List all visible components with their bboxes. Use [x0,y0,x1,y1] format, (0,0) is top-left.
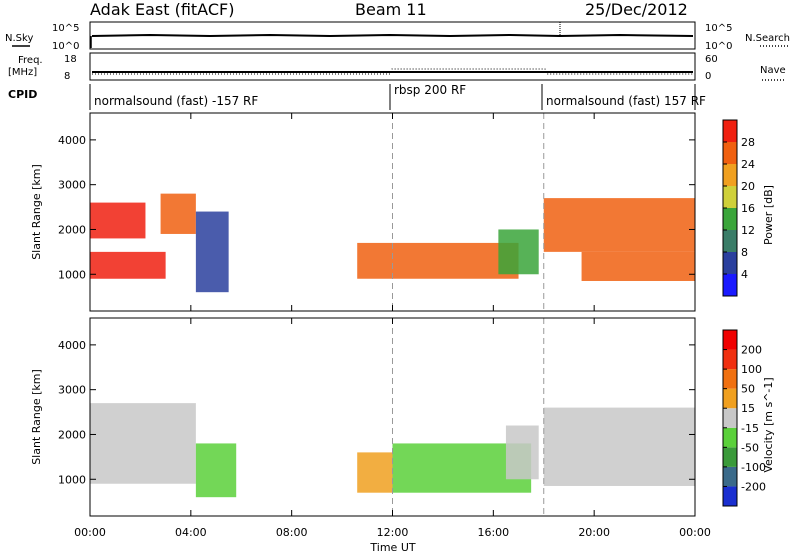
power-echo-region-5 [498,229,539,275]
power-colorbar-label-2: 12 [741,224,755,237]
velocity-echo-region-5 [543,407,695,486]
velocity-colorbar-label: Velocity [m s^-1] [762,377,775,472]
nsearch-tick-top: 10^5 [705,23,732,34]
freq-unit-label: [MHz] [8,67,37,78]
power-y-axis-label: Slant Range [km] [30,164,43,260]
cpid-segment-rbsp: rbsp 200 RF [394,83,466,97]
velocity-colorbar-frame [722,329,738,507]
power-colorbar-label-4: 20 [741,180,755,193]
velocity-colorbar-label-0: 200 [741,344,762,357]
x-tick-label-6: 00:00 [679,526,711,539]
station-title: Adak East (fitACF) [90,0,234,19]
power-colorbar-label-0: 4 [741,268,748,281]
nsky-trace [91,33,694,38]
x-tick-label-3: 12:00 [377,526,409,539]
x-tick-label-2: 08:00 [276,526,308,539]
power-echo-region-2 [160,193,196,234]
nave-label: Nave [760,65,786,76]
velocity-colorbar-label-6: -100 [741,461,766,474]
velocity-y-tick-label-1: 2000 [58,428,86,441]
velocity-panel: 1000 2000 3000 4000 Slant Range [km] [30,317,696,517]
date-title: 25/Dec/2012 [585,0,688,19]
power-colorbar-label: Power [dB] [762,185,775,245]
velocity-colorbar-label-5: -50 [741,441,759,454]
power-colorbar-segment-0 [723,274,737,296]
power-y-tick-label-1: 2000 [58,223,86,236]
power-panel: 1000 2000 3000 4000 Slant Range [km] [30,112,696,312]
x-tick-label-4: 16:00 [477,526,509,539]
velocity-echo-region-2 [357,452,393,493]
freq-label: Freq. [18,55,43,66]
velocity-y-tick-label-0: 1000 [58,473,86,486]
cpid-label: CPID [8,88,37,101]
freq-tick-top: 18 [64,54,77,65]
nsky-tick-bottom: 10^0 [52,41,79,52]
nsearch-label: N.Search [745,33,790,44]
power-echo-region-4 [357,242,519,279]
power-colorbar-segment-4 [723,186,737,208]
power-y-tick-label-0: 1000 [58,268,86,281]
power-echo-region-0 [90,202,146,239]
velocity-colorbar-segment-5 [723,388,737,409]
nsearch-tick-bottom: 10^0 [705,41,732,52]
x-tick-label-0: 00:00 [74,526,106,539]
nave-tick-bottom: 0 [705,71,711,82]
velocity-echo-region-1 [195,443,237,498]
velocity-colorbar-label-3: 15 [741,402,755,415]
power-colorbar-segment-5 [723,164,737,186]
velocity-colorbar-label-1: 100 [741,363,762,376]
velocity-y-axis-label: Slant Range [km] [30,369,43,465]
velocity-colorbar-segment-3 [723,427,737,448]
x-axis-label: Time UT [369,541,415,554]
velocity-colorbar-label-4: -15 [741,422,759,435]
velocity-echo-region-4 [505,425,539,480]
power-colorbar-label-5: 24 [741,158,755,171]
power-echo-region-1 [90,251,166,279]
cpid-segment-early: normalsound (fast) -157 RF [94,94,258,108]
power-echo-region-7 [581,251,695,281]
beam-title: Beam 11 [355,0,427,19]
power-echo-region-3 [195,211,229,293]
x-tick-label-1: 04:00 [175,526,207,539]
nave-trace [92,68,693,75]
power-echo-region-6 [543,198,695,252]
velocity-colorbar-segment-0 [723,486,737,506]
power-y-tick-label-3: 4000 [58,134,86,147]
power-colorbar-segment-1 [723,252,737,274]
velocity-colorbar-label-7: -200 [741,480,766,493]
nsky-label: N.Sky [5,33,33,44]
power-colorbar-label-6: 28 [741,136,755,149]
velocity-echo-region-0 [90,403,196,484]
power-colorbar-segment-3 [723,208,737,230]
nsky-tick-top: 10^5 [52,23,79,34]
nave-tick-top: 60 [705,54,718,65]
nsky-panel-frame [89,21,696,50]
velocity-colorbar-segment-6 [723,369,737,389]
power-colorbar-segment-7 [723,120,737,142]
freq-panel-frame [89,52,696,81]
velocity-colorbar-segment-7 [723,349,737,370]
velocity-colorbar-segment-2 [723,447,737,467]
power-colorbar-label-3: 16 [741,202,755,215]
velocity-y-tick-label-3: 4000 [58,339,86,352]
velocity-y-tick-label-2: 3000 [58,384,86,397]
velocity-colorbar-segment-1 [723,466,737,487]
power-colorbar-segment-6 [723,142,737,164]
power-colorbar-segment-2 [723,230,737,252]
power-colorbar-label-1: 8 [741,246,748,259]
velocity-colorbar-label-2: 50 [741,383,755,396]
cpid-segment-late: normalsound (fast) 157 RF [546,94,706,108]
velocity-colorbar-segment-8 [723,330,737,350]
x-tick-label-5: 20:00 [578,526,610,539]
velocity-colorbar-segment-4 [723,408,737,428]
power-y-tick-label-2: 3000 [58,179,86,192]
freq-tick-bottom: 8 [64,71,70,82]
